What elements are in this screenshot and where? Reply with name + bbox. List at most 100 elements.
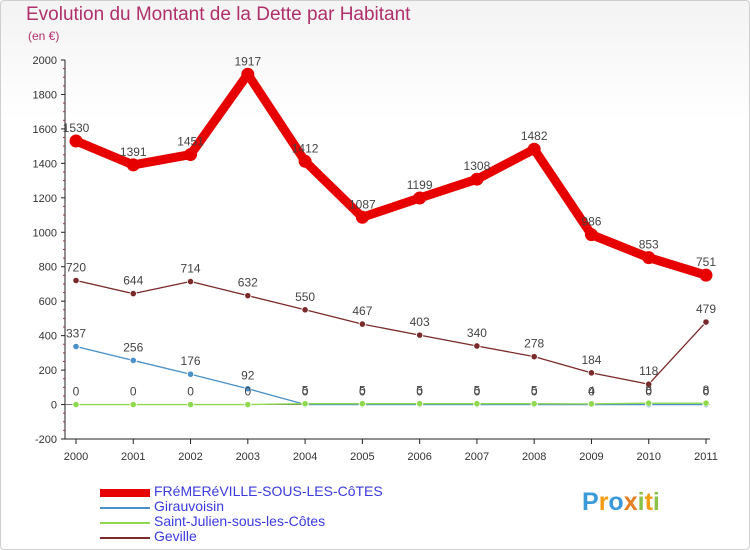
data-label: 256: [123, 340, 143, 354]
data-label: 1199: [407, 178, 433, 192]
data-label: 118: [639, 364, 658, 378]
series-point: [186, 370, 195, 378]
data-label: 853: [639, 238, 659, 252]
y-tick-label: 1800: [33, 89, 57, 101]
series-point: [702, 318, 710, 326]
series-point: [69, 134, 83, 148]
data-label: 550: [295, 290, 315, 304]
data-label: 278: [524, 337, 544, 351]
series-point: [129, 356, 137, 365]
logo-letter: r: [598, 488, 609, 516]
x-tick-label: 2011: [694, 451, 718, 463]
data-label: 1530: [63, 121, 90, 135]
proxiti-logo: Proxiti: [582, 488, 660, 517]
x-tick-label: 2000: [64, 451, 88, 463]
series-point: [358, 320, 366, 328]
data-label: 1391: [120, 145, 147, 159]
data-label: 1482: [521, 129, 548, 143]
series-point: [298, 154, 312, 168]
y-tick-label: 2000: [33, 55, 57, 67]
data-label: 337: [66, 326, 86, 340]
chart-unit: (en €): [28, 29, 60, 43]
x-tick-label: 2005: [350, 451, 374, 463]
series-line: [75, 279, 707, 385]
data-label: 403: [410, 315, 430, 329]
chart-title: Evolution du Montant de la Dette par Hab…: [26, 4, 411, 25]
series-point: [301, 306, 309, 314]
logo-letter: i: [637, 488, 645, 516]
data-label: 0: [302, 385, 309, 399]
logo-letter: t: [644, 488, 653, 516]
data-label: 92: [241, 369, 255, 383]
series-line: [75, 345, 707, 406]
data-label: 479: [696, 302, 716, 316]
x-tick-label: 2008: [522, 451, 546, 463]
y-tick-label: 1000: [33, 227, 57, 239]
series-point: [645, 399, 653, 407]
series-point: [642, 251, 656, 265]
series-point: [702, 399, 710, 407]
y-tick-label: 0: [51, 400, 57, 412]
data-label: 720: [66, 261, 86, 275]
data-label: 714: [181, 262, 201, 276]
x-tick-label: 2004: [293, 451, 317, 463]
data-label: 644: [123, 274, 143, 288]
series-point: [72, 342, 80, 351]
x-tick-label: 2010: [636, 451, 660, 463]
data-label: 751: [696, 255, 716, 269]
legend-swatch: [100, 537, 150, 539]
logo-letter: i: [652, 488, 660, 516]
data-label: 0: [703, 385, 710, 399]
data-label: 0: [73, 385, 80, 399]
data-label: 1917: [234, 54, 261, 68]
series-point: [473, 342, 481, 350]
y-tick-label: 200: [39, 365, 57, 377]
legend-label: Girauvoisin: [154, 498, 225, 514]
legend-label: Saint-Julien-sous-les-Côtes: [154, 513, 326, 529]
y-tick-label: -200: [35, 434, 57, 446]
data-label: 467: [352, 304, 372, 318]
series-point: [416, 331, 424, 339]
series-point: [126, 158, 140, 172]
legend-swatch: [100, 507, 150, 509]
data-label: 1308: [464, 159, 491, 173]
series-point: [244, 292, 252, 300]
data-label: 0: [531, 385, 538, 399]
data-label: 1451: [177, 135, 204, 149]
series-point: [416, 400, 424, 408]
data-label: 0: [130, 385, 137, 399]
series-point: [470, 172, 484, 186]
data-label: 1412: [292, 141, 319, 155]
data-label: 632: [238, 276, 258, 290]
legend-swatch: [100, 489, 150, 497]
series-point: [129, 400, 137, 409]
data-label: 5: [302, 384, 309, 398]
data-label: 0: [588, 385, 595, 399]
x-tick-label: 2001: [121, 451, 145, 463]
data-label: 8: [645, 383, 652, 397]
logo-letter: x: [623, 488, 638, 516]
data-label: 0: [474, 385, 481, 399]
data-label: 8: [703, 383, 710, 397]
series-point: [129, 290, 137, 298]
series-point: [186, 400, 195, 409]
series-point: [530, 400, 538, 408]
y-tick-label: 400: [39, 331, 57, 343]
x-tick-label: 2006: [407, 451, 431, 463]
series-point: [587, 369, 596, 377]
data-label: 5: [531, 384, 538, 398]
series-point: [645, 380, 653, 388]
series-point: [584, 228, 598, 242]
data-label: 1087: [349, 197, 376, 211]
x-tick-label: 2009: [579, 451, 603, 463]
series-line: [71, 69, 711, 280]
series-point: [413, 191, 427, 205]
series-point: [355, 210, 369, 224]
series-point: [72, 400, 80, 409]
x-tick-label: 2002: [178, 451, 202, 463]
data-label: 0: [187, 385, 194, 399]
data-label: 340: [467, 326, 487, 340]
series-point: [184, 148, 198, 162]
data-label: 176: [181, 354, 201, 368]
